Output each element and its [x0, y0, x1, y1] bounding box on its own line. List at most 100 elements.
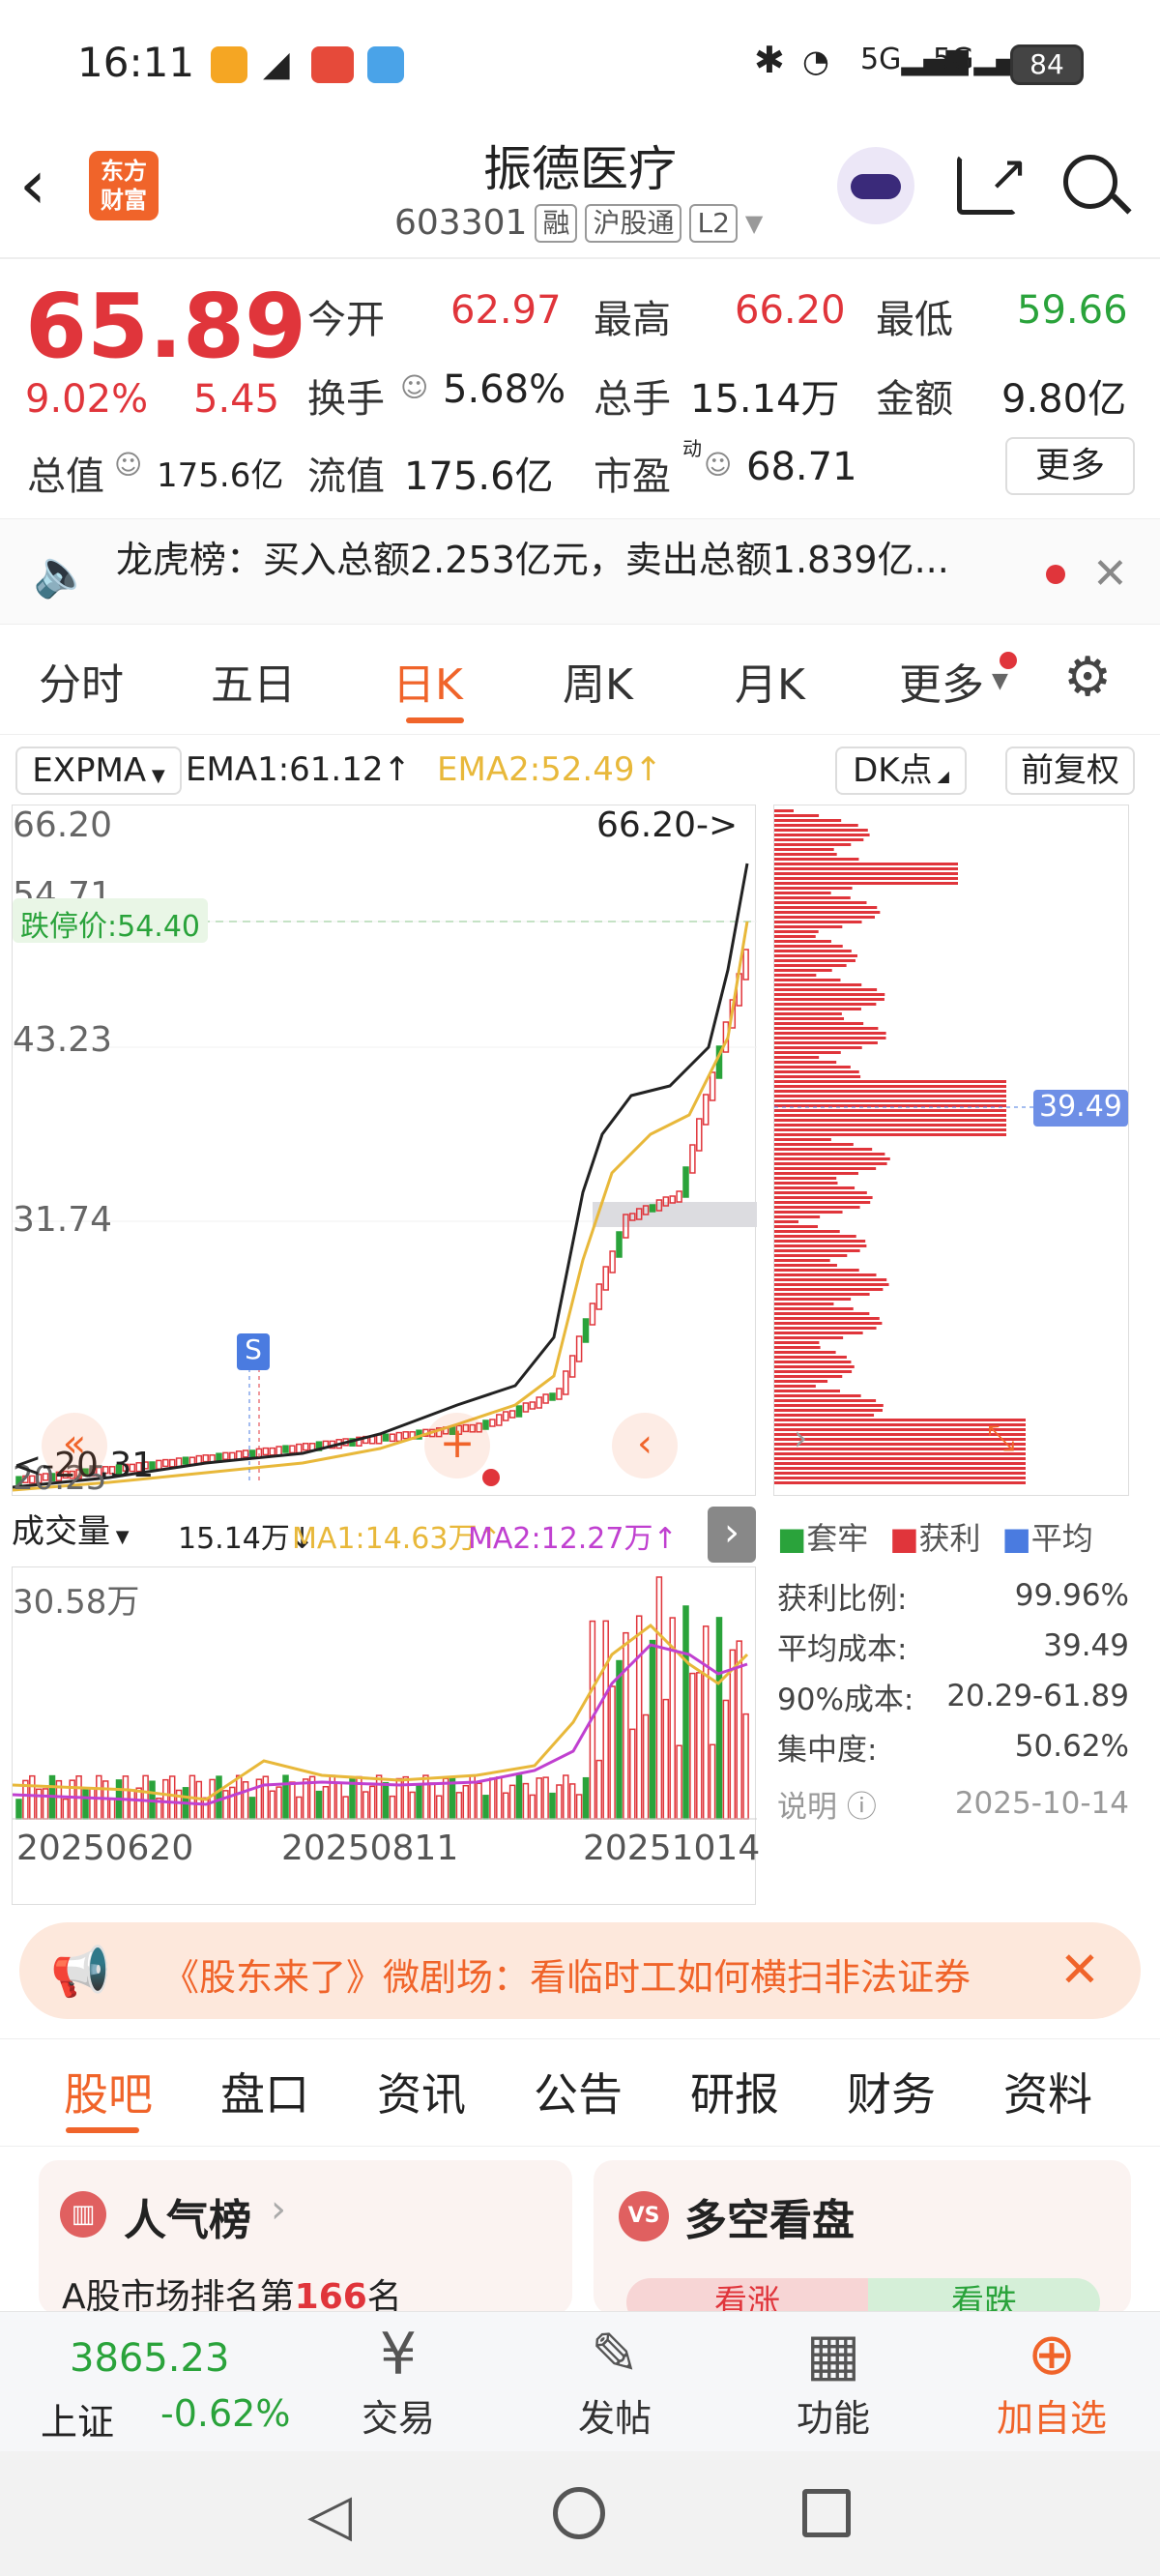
- chip-distribution[interactable]: 39.49 › ⤡: [773, 805, 1130, 1496]
- indicator-select[interactable]: EXPMA ▼: [15, 746, 182, 795]
- candle: [242, 1449, 249, 1458]
- chip-bar: [774, 1244, 867, 1247]
- chip-bar: [774, 1027, 879, 1030]
- candle: [102, 1466, 109, 1475]
- popularity-rank-text: A股市场排名第166名: [62, 2269, 402, 2319]
- info-icon[interactable]: ☺: [400, 371, 429, 403]
- tab-5day[interactable]: 五日: [211, 660, 296, 710]
- volume-bar: [515, 1774, 523, 1820]
- legend-label: 套牢: [806, 1520, 869, 1557]
- collapse-panel-icon[interactable]: ›: [708, 1507, 756, 1563]
- notice-text[interactable]: 龙虎榜：买入总额2.253亿元，卖出总额1.839亿...: [116, 539, 949, 581]
- battery-icon: 84: [1010, 44, 1084, 85]
- level2-tag[interactable]: L2: [689, 203, 738, 243]
- chip-bar: [774, 1433, 1026, 1436]
- home-nav-icon[interactable]: [553, 2487, 605, 2539]
- ad-text[interactable]: 《股东来了》微剧场：看临时工如何横扫非法证券: [162, 1956, 972, 1999]
- chip-bar: [774, 1462, 1026, 1465]
- tab-announcements[interactable]: 公告: [534, 2068, 623, 2121]
- nav-trade[interactable]: ¥ 交易: [331, 2321, 466, 2442]
- close-icon[interactable]: ✕: [1059, 1942, 1100, 1998]
- zoom-in-icon[interactable]: +: [424, 1413, 490, 1478]
- notice-bar[interactable]: [0, 518, 1160, 625]
- share-arrow-icon[interactable]: ↗: [988, 145, 1029, 201]
- tab-finance[interactable]: 财务: [847, 2068, 936, 2121]
- tab-monthly-k[interactable]: 月K: [735, 660, 805, 710]
- tab-daily-k[interactable]: 日K: [392, 660, 463, 710]
- chip-bar: [774, 1472, 1026, 1475]
- nav-post[interactable]: ✎ 发帖: [547, 2321, 682, 2442]
- chip-bar: [774, 838, 864, 841]
- nav-functions[interactable]: ▦ 功能: [766, 2321, 901, 2442]
- chip-bar: [774, 1022, 864, 1025]
- chip-bar: [774, 1307, 854, 1310]
- rank-suffix: 名: [366, 2277, 402, 2317]
- chip-bar: [774, 1133, 1006, 1136]
- indicator-name: EXPMA: [32, 751, 147, 790]
- candle: [709, 1071, 716, 1101]
- nav-add-watchlist[interactable]: ⊕ 加自选: [984, 2321, 1119, 2442]
- chip-bar: [774, 1201, 871, 1204]
- chevron-right-icon: ›: [271, 2187, 286, 2232]
- tab-news[interactable]: 资讯: [377, 2068, 466, 2121]
- chip-bar: [774, 843, 852, 846]
- expand-icon[interactable]: ⤡: [987, 1419, 1015, 1458]
- date-label: 20251014: [583, 1829, 761, 1868]
- unread-dot: [1046, 565, 1065, 584]
- chip-bar: [774, 1346, 821, 1349]
- connect-tag: 沪股通: [585, 203, 682, 243]
- gear-icon[interactable]: ⚙: [1063, 646, 1113, 709]
- tab-weekly-k[interactable]: 周K: [563, 660, 633, 710]
- chip-bar: [774, 1162, 887, 1165]
- volume-bar: [402, 1775, 409, 1820]
- volume-bar: [62, 1798, 70, 1820]
- chip-bar: [774, 1051, 841, 1054]
- chevron-right-icon[interactable]: ›: [794, 1419, 808, 1458]
- tab-research[interactable]: 研报: [690, 2068, 779, 2121]
- close-icon[interactable]: ✕: [1092, 549, 1128, 599]
- ad-banner[interactable]: [19, 1922, 1141, 2019]
- volume-chart: 30.58万 20250620 20250811 20251014: [12, 1566, 760, 1905]
- chip-bar: [774, 930, 819, 933]
- tab-more[interactable]: 更多: [899, 660, 984, 710]
- change-pct: 9.02%: [25, 377, 149, 422]
- back-nav-icon[interactable]: ◁: [307, 2481, 353, 2549]
- scroll-left-icon[interactable]: ‹: [612, 1413, 678, 1478]
- volume-bar: [742, 1712, 749, 1820]
- scroll-left-fast-icon[interactable]: «: [42, 1413, 107, 1478]
- tab-pankou[interactable]: 盘口: [220, 2068, 309, 2121]
- limit-down-badge: 跌停价:54.40: [13, 898, 208, 944]
- index-value[interactable]: 3865.23: [70, 2336, 230, 2381]
- high-label: 最高: [594, 298, 671, 342]
- kline-chart[interactable]: 66.20 54.71 跌停价:54.40 43.23 31.74 20.25 …: [12, 805, 757, 1498]
- volume-indicator-select[interactable]: 成交量 ▼: [12, 1508, 174, 1559]
- share-icon[interactable]: [957, 155, 1017, 215]
- candle: [575, 1335, 583, 1362]
- adjust-button[interactable]: 前复权: [1005, 746, 1135, 795]
- chip-bar: [774, 824, 858, 827]
- tab-profile[interactable]: 资料: [1003, 2068, 1092, 2121]
- chip-date: 2025-10-14: [954, 1786, 1129, 1821]
- ai-assistant-icon[interactable]: [837, 147, 914, 224]
- tab-timeshare[interactable]: 分时: [39, 660, 124, 710]
- candle: [476, 1422, 482, 1433]
- info-icon[interactable]: ☺: [704, 449, 733, 481]
- index-name[interactable]: 上证: [41, 2401, 115, 2444]
- change-amount: 5.45: [193, 377, 280, 422]
- recents-nav-icon[interactable]: [802, 2489, 851, 2537]
- info-icon[interactable]: ☺: [114, 449, 143, 481]
- chip-bar: [774, 1351, 836, 1354]
- more-button[interactable]: 更多: [1005, 437, 1135, 495]
- back-icon[interactable]: ‹: [19, 145, 46, 224]
- popularity-card[interactable]: [39, 2160, 572, 2315]
- index-change[interactable]: -0.62%: [160, 2392, 291, 2435]
- volume-bar: [582, 1776, 590, 1820]
- note-link[interactable]: 说明 ⓘ: [777, 1782, 877, 1826]
- dk-point-toggle[interactable]: DK点 ◢: [835, 746, 967, 795]
- s-signal-badge[interactable]: S: [237, 1333, 270, 1370]
- chip-bar: [774, 1419, 1026, 1421]
- search-icon[interactable]: [1063, 155, 1117, 209]
- chevron-down-icon[interactable]: ▼: [744, 209, 764, 237]
- tab-guba[interactable]: 股吧: [64, 2068, 153, 2121]
- volume-bar: [529, 1794, 536, 1820]
